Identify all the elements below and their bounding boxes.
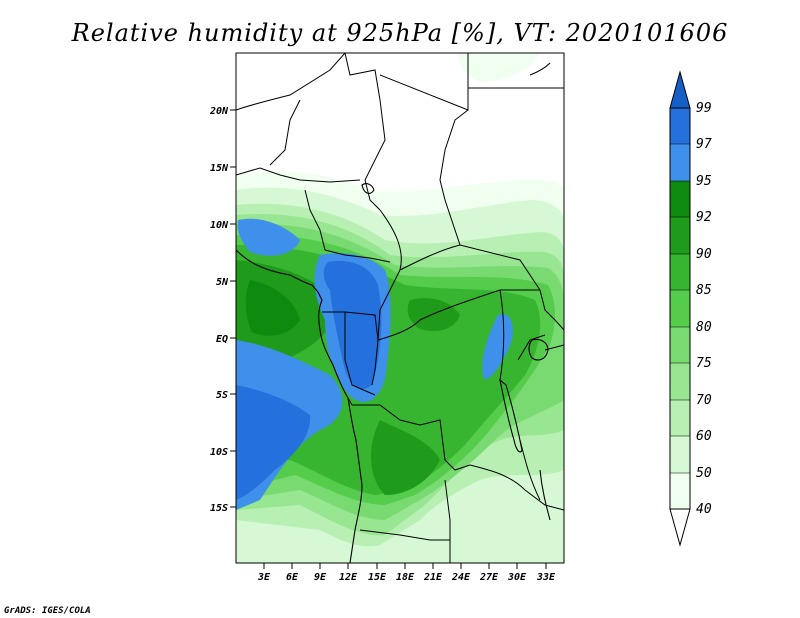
lon-label: 12E <box>339 572 358 583</box>
colorbar-arrow-bottom <box>669 508 691 547</box>
rh-band-97-a <box>323 260 382 390</box>
colorbar-label: 85 <box>696 283 712 298</box>
colorbar-seg-97 <box>670 108 690 144</box>
lon-label: 27E <box>479 572 499 583</box>
lat-label: 15N <box>210 163 229 174</box>
colorbar-label: 90 <box>696 247 712 262</box>
colorbar-seg-80 <box>670 290 690 327</box>
lon-label: 21E <box>423 572 443 583</box>
rh-band-95-d <box>482 313 514 380</box>
rh-band-97-b <box>236 385 311 500</box>
grads-credit: GrADS: IGES/COLA <box>4 606 91 616</box>
colorbar-outline <box>669 107 691 510</box>
colorbar-seg-92 <box>670 181 690 217</box>
colorbar-arrow-top <box>669 70 691 109</box>
colorbar-label: 70 <box>696 393 712 408</box>
map-title: Relative humidity at 925hPa [%], VT: 202… <box>71 19 729 47</box>
red-sea-coast <box>529 62 551 76</box>
country-borders <box>236 53 564 563</box>
colorbar-label: 99 <box>696 101 712 116</box>
colorbar-seg-40 <box>670 473 690 509</box>
map-panel: 20N 15N 10N 5N EQ 5S 10S 15S 3E 6E 9E 12… <box>209 52 565 583</box>
lat-label: 5N <box>216 277 229 288</box>
lon-label: 30E <box>507 572 527 583</box>
lake-victoria <box>528 338 549 361</box>
coastline <box>236 249 363 563</box>
lat-label: 10N <box>210 220 229 231</box>
lon-label: 24E <box>451 572 471 583</box>
colorbar-label: 40 <box>696 502 712 517</box>
rh-band-92 <box>245 280 300 336</box>
lon-label: 18E <box>396 572 415 583</box>
rh-band-90-c <box>407 298 460 332</box>
lat-label: 5S <box>216 390 228 401</box>
colorbar-label: 97 <box>696 137 712 152</box>
colorbar-label: 92 <box>696 210 712 225</box>
lat-axis: 20N 15N 10N 5N EQ 5S 10S 15S <box>209 106 236 514</box>
colorbar-seg-90 <box>670 217 690 254</box>
lon-label: 33E <box>536 572 556 583</box>
lake-malawi <box>539 469 551 521</box>
colorbar-label: 75 <box>696 356 712 371</box>
colorbar-label: 50 <box>696 466 712 481</box>
lat-label: EQ <box>216 334 228 345</box>
lon-label: 15E <box>368 572 387 583</box>
colorbar: 99 97 95 92 90 85 80 75 70 60 50 40 <box>669 70 712 547</box>
rh-band-95-c <box>237 218 300 256</box>
colorbar-seg-60 <box>670 400 690 436</box>
colorbar-seg-70 <box>670 363 690 400</box>
lon-axis: 3E 6E 9E 12E 15E 18E 21E 24E 27E 30E 33E <box>257 563 556 583</box>
lon-label: 9E <box>314 572 327 583</box>
lat-label: 15S <box>210 503 228 514</box>
lon-label: 3E <box>257 572 271 583</box>
colorbar-seg-95 <box>670 144 690 181</box>
colorbar-seg-85 <box>670 254 690 290</box>
rh-band-40-top <box>458 53 540 82</box>
colorbar-seg-50 <box>670 436 690 473</box>
lat-label: 20N <box>209 106 229 117</box>
lat-label: 10S <box>210 447 228 458</box>
colorbar-label: 95 <box>696 174 712 189</box>
rh-band-90-b <box>370 420 440 495</box>
humidity-field <box>236 53 564 563</box>
map-frame <box>235 52 565 564</box>
colorbar-ticks <box>670 143 690 474</box>
colorbar-label: 80 <box>696 320 712 335</box>
colorbar-label: 60 <box>696 429 712 444</box>
colorbar-seg-75 <box>670 327 690 363</box>
map-lines <box>236 53 564 563</box>
lon-label: 6E <box>286 572 299 583</box>
lake-tanganyika <box>499 378 523 453</box>
